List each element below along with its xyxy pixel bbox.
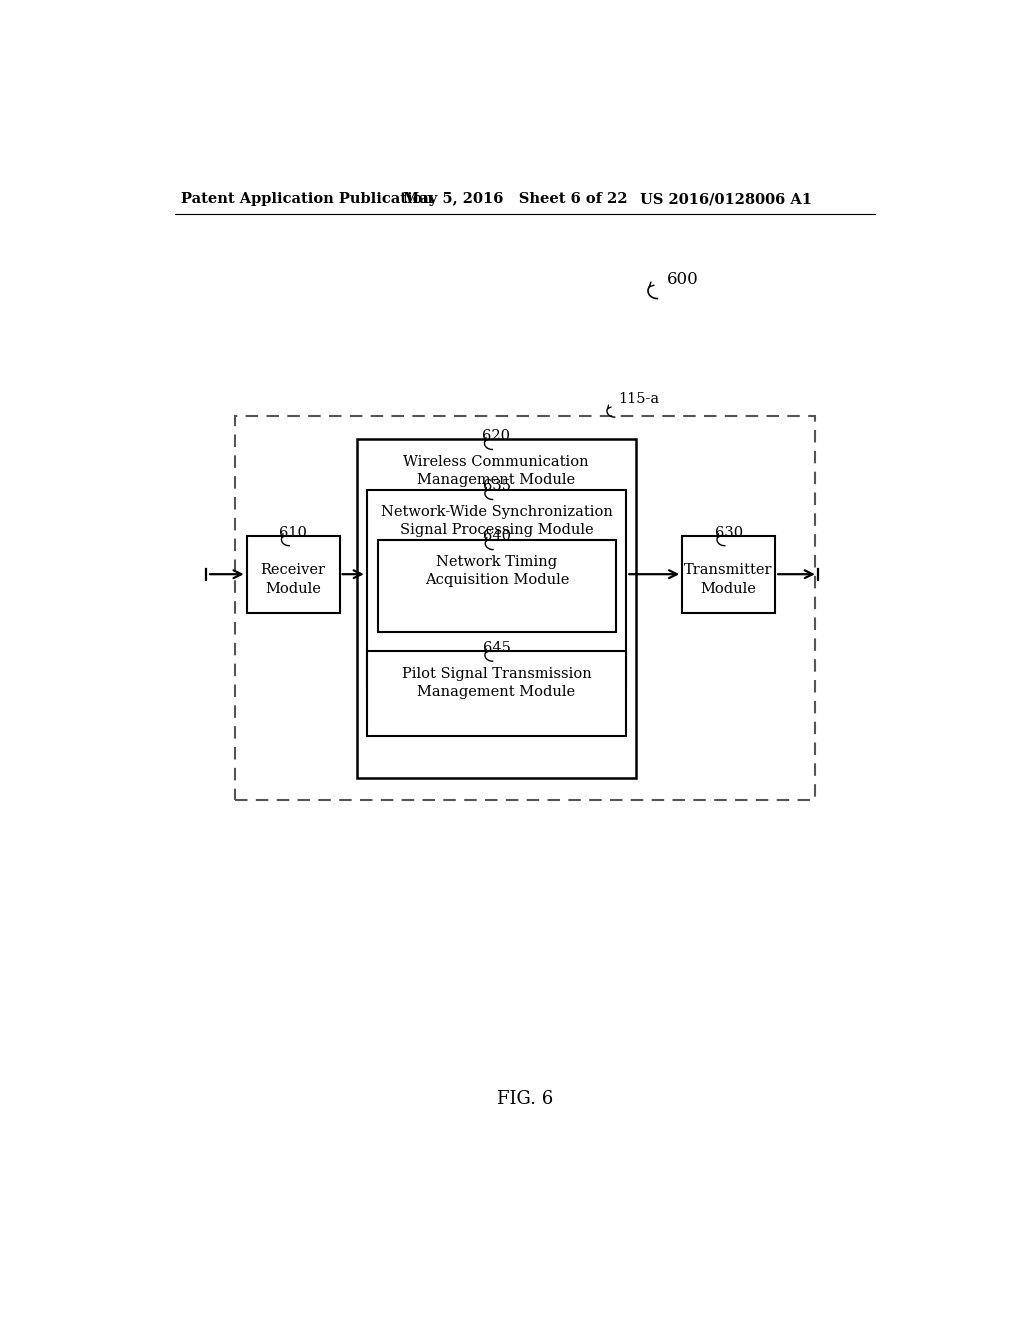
Text: Wireless Communication
Management Module: Wireless Communication Management Module	[403, 455, 589, 487]
Text: Receiver
Module: Receiver Module	[260, 562, 326, 597]
Text: 115-a: 115-a	[617, 392, 658, 407]
Bar	[356, 440, 636, 779]
Text: 630: 630	[715, 525, 742, 540]
Text: 645: 645	[482, 642, 510, 655]
Bar	[247, 536, 340, 612]
Text: 640: 640	[483, 529, 511, 544]
Text: Patent Application Publication: Patent Application Publication	[180, 193, 433, 206]
Bar	[378, 540, 616, 632]
Text: 620: 620	[482, 429, 510, 444]
Text: Network Timing
Acquisition Module: Network Timing Acquisition Module	[425, 554, 569, 587]
Text: 600: 600	[667, 271, 698, 288]
Bar	[367, 490, 627, 686]
Bar	[367, 651, 627, 737]
Text: US 2016/0128006 A1: US 2016/0128006 A1	[640, 193, 811, 206]
Text: Network-Wide Synchronization
Signal Processing Module: Network-Wide Synchronization Signal Proc…	[381, 506, 612, 537]
Text: 635: 635	[482, 479, 511, 494]
Text: 610: 610	[280, 525, 307, 540]
Bar	[234, 416, 815, 800]
Text: May 5, 2016   Sheet 6 of 22: May 5, 2016 Sheet 6 of 22	[403, 193, 628, 206]
Text: Transmitter
Module: Transmitter Module	[684, 562, 773, 597]
Text: Pilot Signal Transmission
Management Module: Pilot Signal Transmission Management Mod…	[401, 667, 592, 700]
Text: FIG. 6: FIG. 6	[497, 1090, 553, 1107]
Bar	[682, 536, 775, 612]
